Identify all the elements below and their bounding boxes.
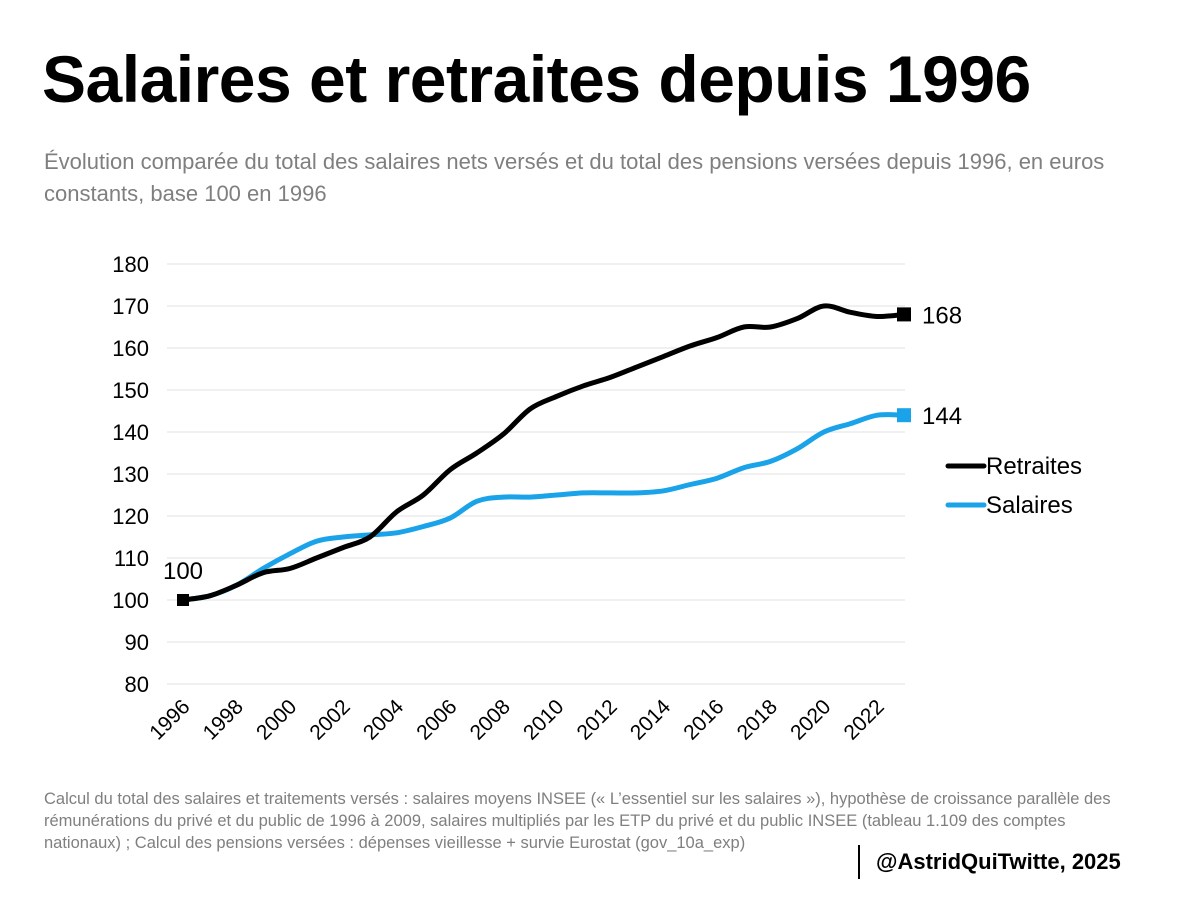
x-tick-label: 1998 [199,695,248,744]
end-marker-salaires [897,408,911,423]
y-tick-label: 160 [112,336,149,361]
source-footnote: Calcul du total des salaires et traiteme… [44,790,1111,852]
x-tick-label: 2008 [466,695,515,744]
x-tick-label: 2012 [572,695,621,744]
x-tick-label: 2020 [786,695,835,744]
series-lines [177,303,911,606]
chart-subtitle: Évolution comparée du total des salaires… [44,149,1105,206]
x-axis-ticks: 1996 1998 2000 2002 2004 2006 2008 2010 2012 2014… [145,695,889,745]
series-line-retraites [180,303,907,603]
start-marker-retraites [177,594,189,606]
y-tick-label: 80 [125,672,149,697]
grid-lines [167,263,905,685]
x-tick-label: 2016 [679,695,728,744]
x-tick-label: 1996 [145,695,194,744]
data-labels: 144 168 100 [163,302,962,585]
legend-label-retraites: Retraites [986,453,1082,480]
y-tick-label: 130 [112,462,149,487]
x-tick-label: 2018 [733,695,782,744]
start-label: 100 [163,558,203,585]
x-tick-label: 2004 [359,695,409,745]
end-label-retraites: 168 [922,302,962,329]
x-tick-label: 2000 [252,695,301,744]
y-axis-ticks: 80 90 100 110 120 130 140 150 160 170 180 [112,252,149,697]
y-tick-label: 170 [112,294,149,319]
x-tick-label: 2010 [519,695,568,744]
legend-label-salaires: Salaires [986,492,1073,519]
y-tick-label: 110 [114,546,149,571]
y-tick-label: 90 [125,630,149,655]
series-line-salaires [180,412,907,603]
y-tick-label: 120 [112,504,149,529]
chart-title: Salaires et retraites depuis 1996 [42,42,1031,116]
end-label-salaires: 144 [922,403,962,430]
x-tick-label: 2002 [305,695,354,744]
x-tick-label: 2014 [626,695,676,745]
end-marker-retraites [897,307,911,322]
x-tick-label: 2006 [412,695,461,744]
y-tick-label: 180 [112,252,149,277]
y-tick-label: 100 [112,588,149,613]
y-tick-label: 140 [112,420,149,445]
x-tick-label: 2022 [840,695,889,744]
y-tick-label: 150 [112,378,149,403]
author-credit: @AstridQuiTwitte, 2025 [858,845,1121,879]
line-chart: 80 90 100 110 120 130 140 150 160 170 180 1996 1998… [112,252,1082,745]
legend: Retraites Salaires [945,453,1082,519]
